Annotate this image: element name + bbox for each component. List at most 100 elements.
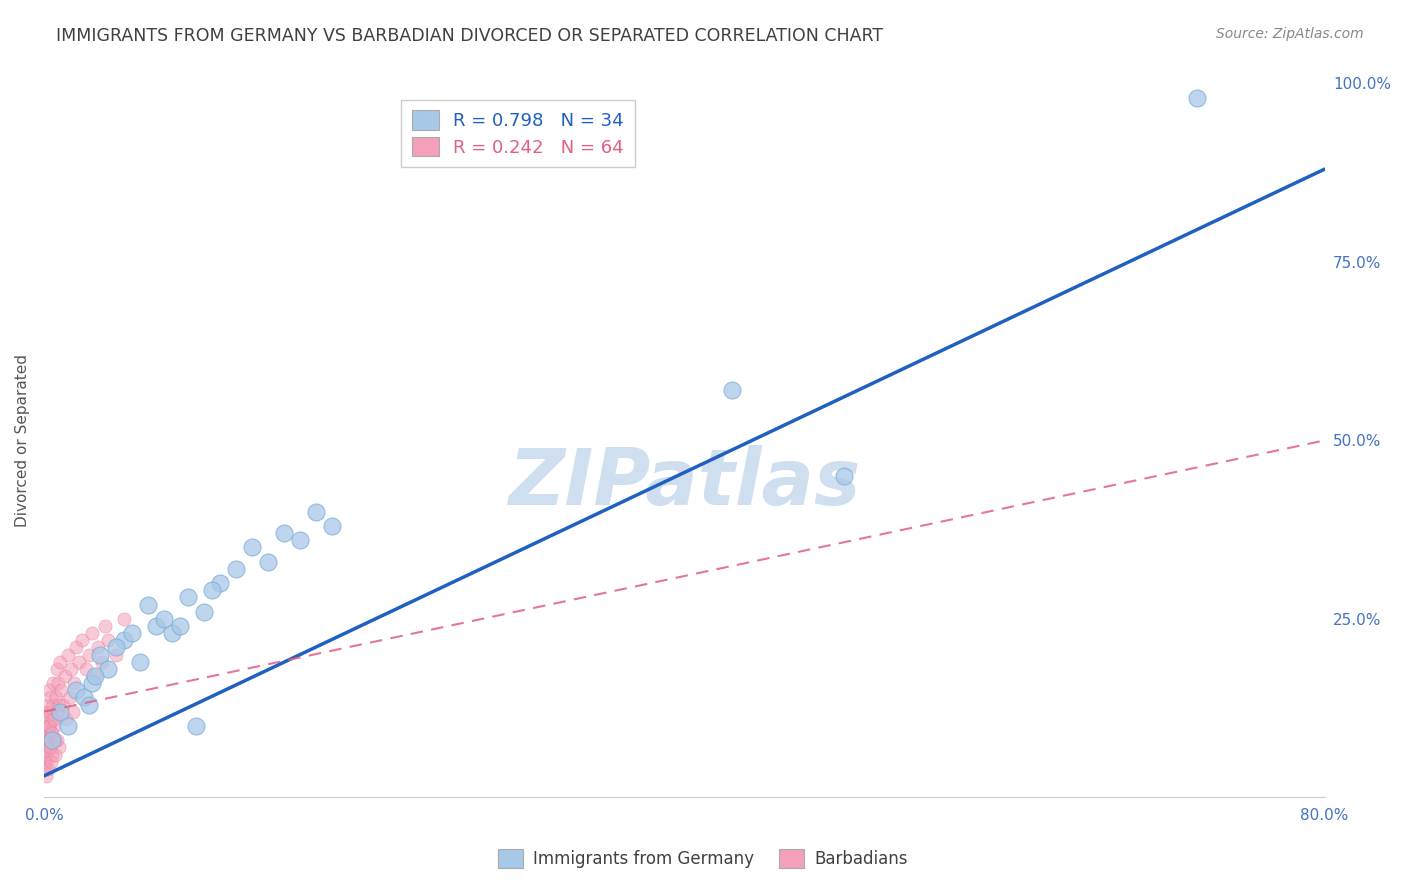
Point	[39, 690, 62, 705]
Point	[257, 555, 280, 569]
Point	[34, 733, 56, 747]
Point	[65, 683, 87, 698]
Point	[112, 633, 135, 648]
Point	[177, 591, 200, 605]
Point	[160, 626, 183, 640]
Point	[321, 519, 343, 533]
Point	[65, 640, 87, 655]
Point	[38, 740, 60, 755]
Point	[58, 690, 80, 705]
Point	[80, 626, 103, 640]
Y-axis label: Divorced or Separated: Divorced or Separated	[15, 354, 30, 527]
Point	[34, 755, 56, 769]
Point	[39, 705, 62, 719]
Point	[184, 719, 207, 733]
Point	[84, 669, 107, 683]
Point	[45, 690, 67, 705]
Point	[73, 690, 96, 705]
Point	[53, 669, 76, 683]
Point	[37, 747, 59, 762]
Point	[80, 676, 103, 690]
Point	[38, 683, 60, 698]
Point	[42, 676, 65, 690]
Point	[42, 712, 65, 726]
Point	[35, 740, 58, 755]
Point	[104, 648, 127, 662]
Point	[90, 655, 112, 669]
Point	[37, 762, 59, 776]
Point	[121, 626, 143, 640]
Point	[136, 598, 159, 612]
Point	[39, 740, 62, 755]
Point	[46, 705, 69, 719]
Point	[834, 469, 856, 483]
Point	[97, 633, 120, 648]
Point	[37, 733, 59, 747]
Point	[288, 533, 311, 548]
Point	[225, 562, 247, 576]
Point	[193, 605, 215, 619]
Point	[48, 740, 70, 755]
Point	[44, 733, 66, 747]
Point	[84, 669, 107, 683]
Point	[77, 698, 100, 712]
Point	[721, 384, 744, 398]
Point	[60, 662, 83, 676]
Point	[305, 505, 328, 519]
Point	[56, 719, 79, 733]
Point	[89, 648, 111, 662]
Point	[41, 747, 63, 762]
Point	[145, 619, 167, 633]
Point	[45, 662, 67, 676]
Point	[37, 733, 59, 747]
Point	[34, 747, 56, 762]
Point	[34, 762, 56, 776]
Point	[34, 719, 56, 733]
Legend: Immigrants from Germany, Barbadians: Immigrants from Germany, Barbadians	[492, 843, 914, 875]
Point	[51, 683, 73, 698]
Text: IMMIGRANTS FROM GERMANY VS BARBADIAN DIVORCED OR SEPARATED CORRELATION CHART: IMMIGRANTS FROM GERMANY VS BARBADIAN DIV…	[56, 27, 883, 45]
Point	[67, 655, 90, 669]
Point	[35, 712, 58, 726]
Point	[35, 726, 58, 740]
Text: ZIPatlas: ZIPatlas	[508, 445, 860, 521]
Point	[104, 640, 127, 655]
Point	[41, 733, 63, 747]
Point	[169, 619, 191, 633]
Point	[41, 726, 63, 740]
Point	[52, 698, 75, 712]
Point	[153, 612, 176, 626]
Point	[38, 719, 60, 733]
Point	[41, 712, 63, 726]
Point	[208, 576, 231, 591]
Point	[49, 655, 72, 669]
Point	[72, 633, 94, 648]
Point	[46, 733, 69, 747]
Point	[48, 698, 70, 712]
Point	[62, 705, 84, 719]
Point	[39, 726, 62, 740]
Point	[201, 583, 224, 598]
Point	[38, 719, 60, 733]
Point	[41, 698, 63, 712]
Point	[93, 619, 115, 633]
Point	[1185, 91, 1208, 105]
Point	[55, 712, 77, 726]
Point	[97, 662, 120, 676]
Point	[112, 612, 135, 626]
Point	[35, 705, 58, 719]
Point	[35, 755, 58, 769]
Point	[75, 662, 97, 676]
Legend: R = 0.798   N = 34, R = 0.242   N = 64: R = 0.798 N = 34, R = 0.242 N = 64	[401, 100, 634, 168]
Point	[77, 648, 100, 662]
Point	[35, 769, 58, 783]
Point	[240, 541, 263, 555]
Point	[46, 676, 69, 690]
Point	[273, 526, 295, 541]
Text: Source: ZipAtlas.com: Source: ZipAtlas.com	[1216, 27, 1364, 41]
Point	[37, 698, 59, 712]
Point	[39, 755, 62, 769]
Point	[63, 676, 86, 690]
Point	[44, 719, 66, 733]
Point	[87, 640, 110, 655]
